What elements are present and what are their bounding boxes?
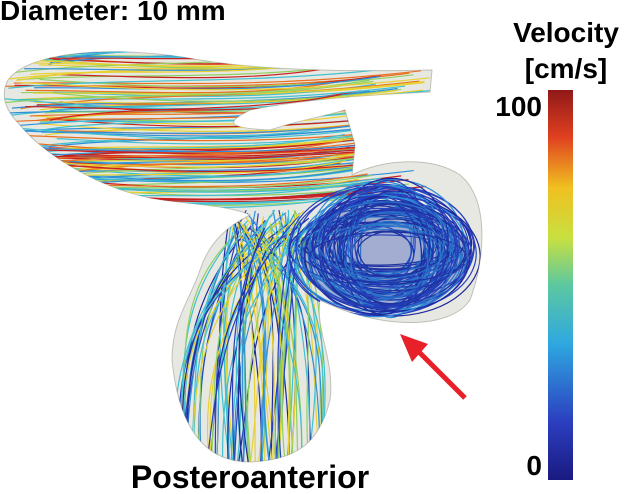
streamline — [20, 77, 430, 91]
streamline — [45, 51, 408, 61]
streamline — [53, 64, 344, 79]
streamline — [34, 123, 363, 148]
streamline — [40, 159, 402, 173]
streamline — [11, 127, 414, 142]
streamline — [9, 138, 421, 153]
streamline — [239, 226, 303, 462]
caption: Posteroanterior — [131, 459, 369, 494]
streamline — [260, 216, 289, 462]
streamline — [35, 151, 350, 166]
colorbar-tick-label: 0 — [526, 450, 542, 481]
streamline — [309, 180, 445, 301]
colorbar-title: Velocity — [513, 17, 619, 48]
title: Diameter: 10 mm — [0, 0, 226, 26]
colorbar-unit: [cm/s] — [525, 53, 607, 84]
streamline — [319, 202, 471, 312]
streamline — [24, 51, 349, 57]
streamline — [25, 79, 347, 94]
streamline — [14, 74, 382, 89]
streamline — [249, 227, 315, 462]
streamline — [56, 131, 384, 145]
streamline — [260, 233, 282, 462]
streamline — [356, 230, 433, 279]
streamline — [322, 193, 449, 299]
streamline — [231, 230, 267, 462]
streamline — [295, 211, 310, 462]
streamline — [278, 220, 311, 462]
streamline — [295, 185, 459, 308]
arrow-shaft — [413, 346, 467, 400]
streamline — [4, 80, 374, 104]
streamline — [327, 222, 451, 283]
streamline — [13, 70, 421, 85]
streamline — [205, 214, 300, 462]
streamline — [37, 133, 345, 153]
streamline — [317, 201, 452, 279]
streamline — [51, 156, 402, 174]
streamline — [49, 51, 419, 64]
streamline — [248, 214, 299, 462]
streamline — [325, 193, 456, 294]
streamline — [354, 196, 416, 288]
streamline — [350, 220, 429, 299]
streamline — [253, 236, 275, 462]
streamline — [229, 222, 256, 462]
streamline — [339, 190, 435, 308]
streamline — [4, 140, 415, 155]
arrow-head — [400, 334, 428, 362]
streamline — [320, 185, 439, 313]
streamline — [246, 221, 282, 462]
streamline — [52, 88, 402, 102]
aneurysm-sac — [300, 200, 470, 310]
streamline — [18, 140, 343, 154]
streamline — [349, 179, 430, 311]
streamline — [41, 120, 402, 134]
streamline — [256, 216, 266, 462]
colorbar-tick-label: 100 — [495, 91, 542, 122]
streamline — [209, 222, 278, 462]
streamline — [34, 89, 398, 104]
colorbar — [548, 90, 573, 480]
streamline — [33, 81, 425, 95]
streamline — [221, 227, 310, 462]
streamline — [309, 231, 467, 283]
streamline — [49, 93, 342, 121]
